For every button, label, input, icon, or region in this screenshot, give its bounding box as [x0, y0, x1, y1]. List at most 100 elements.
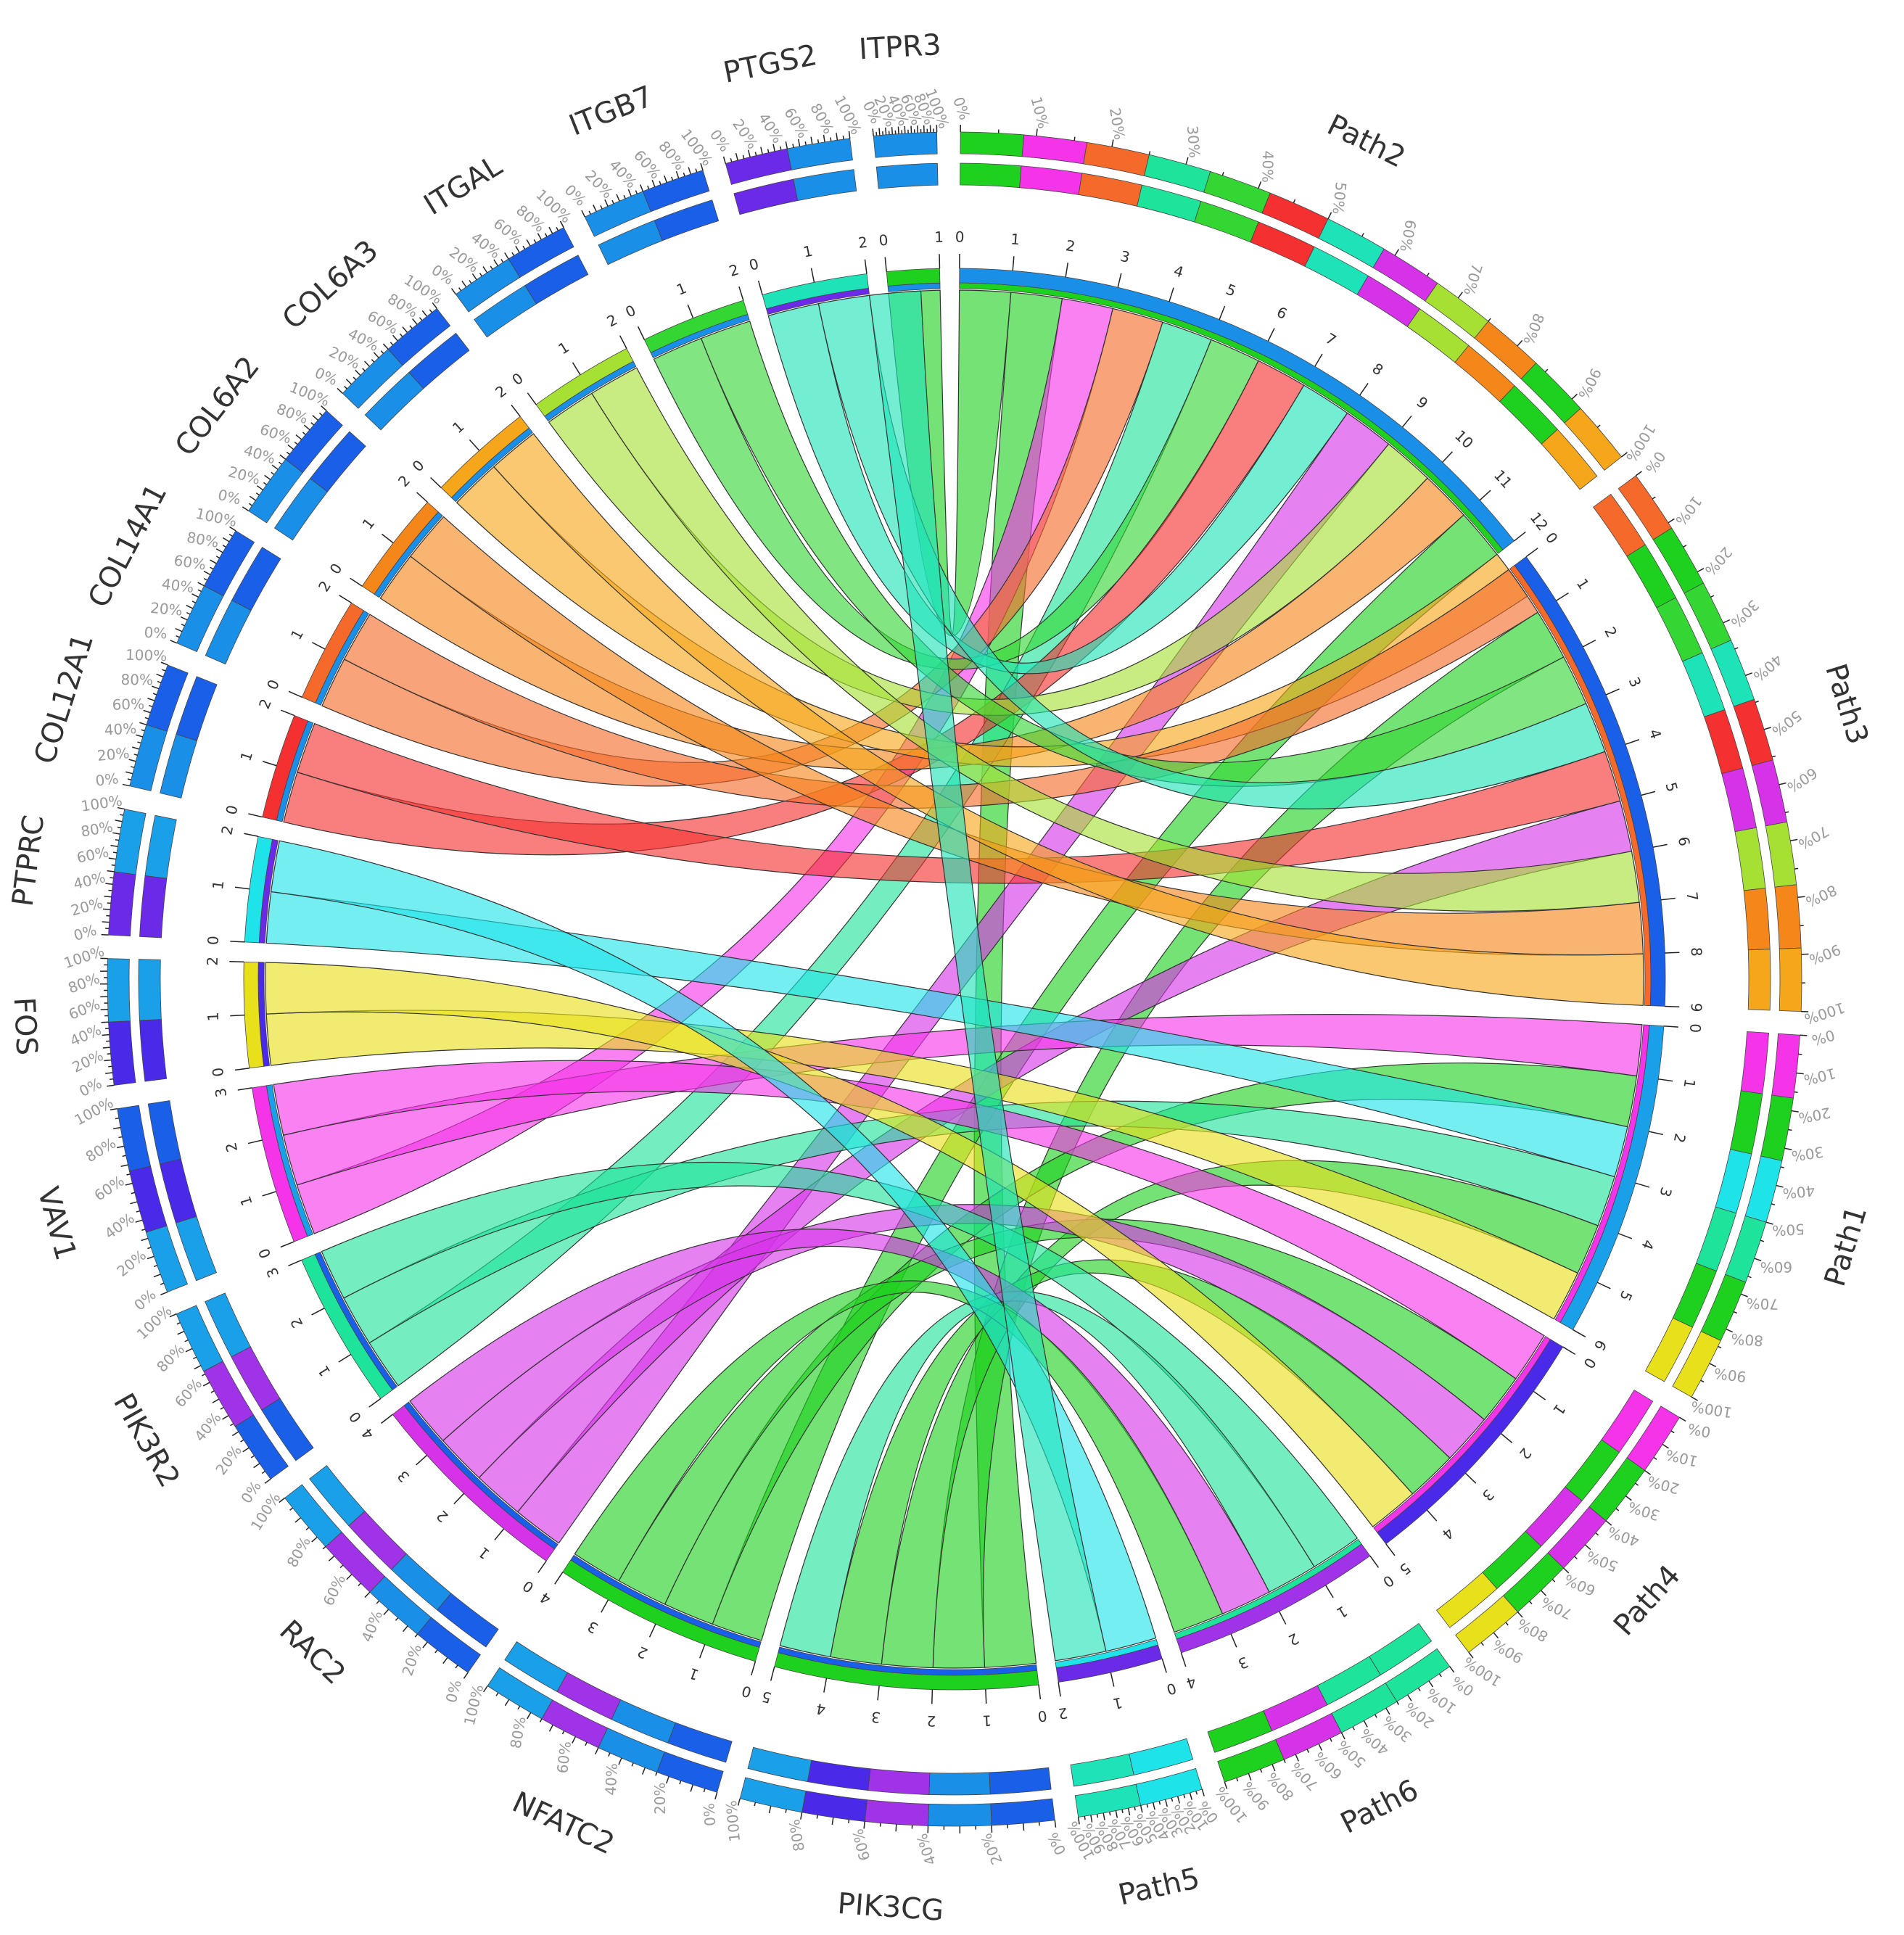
ribbon-NFATC2-Path6[interactable]	[574, 1280, 1224, 1633]
tick-label: 6	[1274, 303, 1290, 323]
segment-arc-COL14A1[interactable]	[301, 602, 365, 704]
segment-arc-NFATC2[interactable]	[562, 1559, 760, 1662]
scale-mark	[695, 168, 698, 173]
tick-mark	[1161, 1659, 1167, 1673]
tick-mark	[619, 335, 627, 349]
ribbon-COL6A2-Path3[interactable]	[410, 516, 1644, 956]
scale-mark	[1426, 272, 1430, 276]
tick-label: 3	[1656, 1185, 1676, 1199]
segment-arc-FOS[interactable]	[243, 961, 265, 1069]
scale-mark	[1635, 471, 1642, 476]
scale-mark	[664, 175, 667, 183]
segment-arc-Path2[interactable]	[959, 268, 1515, 550]
scale-mark	[842, 136, 844, 140]
scale-mark	[212, 1398, 220, 1403]
scale-mark	[878, 128, 881, 136]
scale-mark	[160, 1291, 168, 1295]
scale-mark	[1794, 1091, 1798, 1093]
scale-mark	[651, 179, 656, 187]
tick-label: 9	[1413, 393, 1431, 413]
tick-mark	[311, 642, 326, 650]
segment-arc-COL12A1[interactable]	[262, 715, 308, 821]
scale-mark	[800, 1812, 803, 1820]
segment-arc-PTPRC[interactable]	[244, 836, 273, 944]
segment-arc-ITPR3[interactable]	[886, 268, 941, 286]
scale-mark	[895, 1824, 897, 1832]
segment-arc-ITGAL[interactable]	[535, 347, 634, 417]
segment-arc-COL6A2[interactable]	[361, 501, 439, 595]
tick-label: 5	[1224, 281, 1239, 300]
ribbon-ITGB7-Path2[interactable]	[653, 337, 1259, 670]
percent-label: 40%	[602, 1762, 621, 1796]
segment-arc-PTGS2[interactable]	[762, 273, 869, 310]
scale-mark	[144, 717, 149, 719]
percent-label: 30%	[1790, 1143, 1825, 1165]
tick-mark	[1219, 305, 1226, 320]
scale-mark	[559, 220, 564, 228]
percent-label: 70%	[1460, 262, 1486, 297]
percent-label: 20%	[96, 744, 130, 764]
percent-label: 10%	[1802, 1065, 1838, 1089]
scale-mark	[1790, 838, 1798, 841]
band-outer-PTGS2	[725, 148, 792, 185]
scale-mark	[177, 1331, 185, 1335]
scale-mark	[328, 1555, 335, 1561]
segment-arc-RAC2[interactable]	[392, 1405, 556, 1561]
tick-label: 2	[1516, 1445, 1536, 1463]
segment-arc-Path6[interactable]	[1176, 1543, 1371, 1654]
ribbon-VAV1-Path4[interactable]	[273, 1060, 1545, 1379]
scale-mark	[137, 741, 141, 744]
band-inner-PIK3CG	[867, 1768, 931, 1795]
ribbon-PIK3CG-Path6[interactable]	[779, 1291, 1315, 1658]
scale-mark	[139, 722, 147, 726]
segment-arc-ITGB7[interactable]	[643, 300, 749, 353]
tick-label: 1	[934, 228, 944, 246]
ribbon-FOS-Path4[interactable]	[265, 962, 1414, 1527]
ribbon-PTGS2-Path5[interactable]	[869, 290, 1107, 1662]
scale-mark	[1710, 595, 1715, 598]
tick-label: 2	[218, 824, 236, 836]
ribbon-COL12A1-Path3[interactable]	[297, 722, 1621, 884]
tick-label: 3	[212, 1086, 231, 1098]
scale-mark	[229, 526, 236, 532]
band-outer-FOS	[108, 1020, 136, 1086]
scale-mark	[310, 422, 315, 426]
segment-arc-PIK3CG[interactable]	[774, 1652, 1039, 1691]
scale-mark	[683, 172, 685, 177]
segment-arc-Path1[interactable]	[1559, 1025, 1665, 1330]
ribbon-PIK3R2-Path6[interactable]	[321, 1161, 1359, 1568]
ribbon-PTPRC-Path5[interactable]	[270, 840, 1157, 1652]
tick-label: 0	[263, 677, 283, 692]
scale-mark	[111, 864, 115, 866]
segment-label-PTGS2: PTGS2	[720, 38, 820, 90]
tick-label: 1	[555, 338, 572, 358]
tick-label: 4	[537, 1588, 554, 1608]
segment-arc-Path4[interactable]	[1377, 1339, 1564, 1545]
scale-mark	[242, 506, 250, 511]
tick-label: 6	[1675, 836, 1694, 848]
segment-arc-Path5[interactable]	[1055, 1644, 1163, 1683]
tick-label: 4	[1439, 1524, 1457, 1543]
scale-mark	[1726, 1328, 1734, 1333]
tick-label: 0	[1037, 1707, 1047, 1725]
tick-mark	[1110, 1672, 1115, 1687]
segment-arc-COL6A3[interactable]	[440, 416, 529, 498]
tick-mark	[1314, 353, 1323, 367]
scale-mark	[153, 1265, 157, 1268]
ribbon-ITGAL-Path3[interactable]	[591, 367, 1640, 912]
band-inner-ITGB7	[654, 199, 720, 242]
ribbon-COL14A1-Path3[interactable]	[343, 569, 1538, 809]
scale-mark	[101, 1021, 109, 1023]
ribbon-COL6A3-Path3[interactable]	[493, 433, 1644, 1006]
scale-mark	[482, 266, 488, 273]
scale-mark	[1361, 233, 1364, 237]
percent-label: 100%	[461, 1683, 487, 1727]
scale-mark	[256, 485, 263, 491]
tick-mark	[1652, 843, 1668, 848]
tick-mark	[823, 1678, 828, 1693]
ribbon-RAC2-Path6[interactable]	[409, 1229, 1270, 1615]
scale-mark	[110, 1078, 114, 1081]
segment-arc-Path3[interactable]	[1514, 556, 1666, 1007]
scale-mark	[1596, 424, 1601, 428]
tick-mark	[1533, 1390, 1546, 1400]
